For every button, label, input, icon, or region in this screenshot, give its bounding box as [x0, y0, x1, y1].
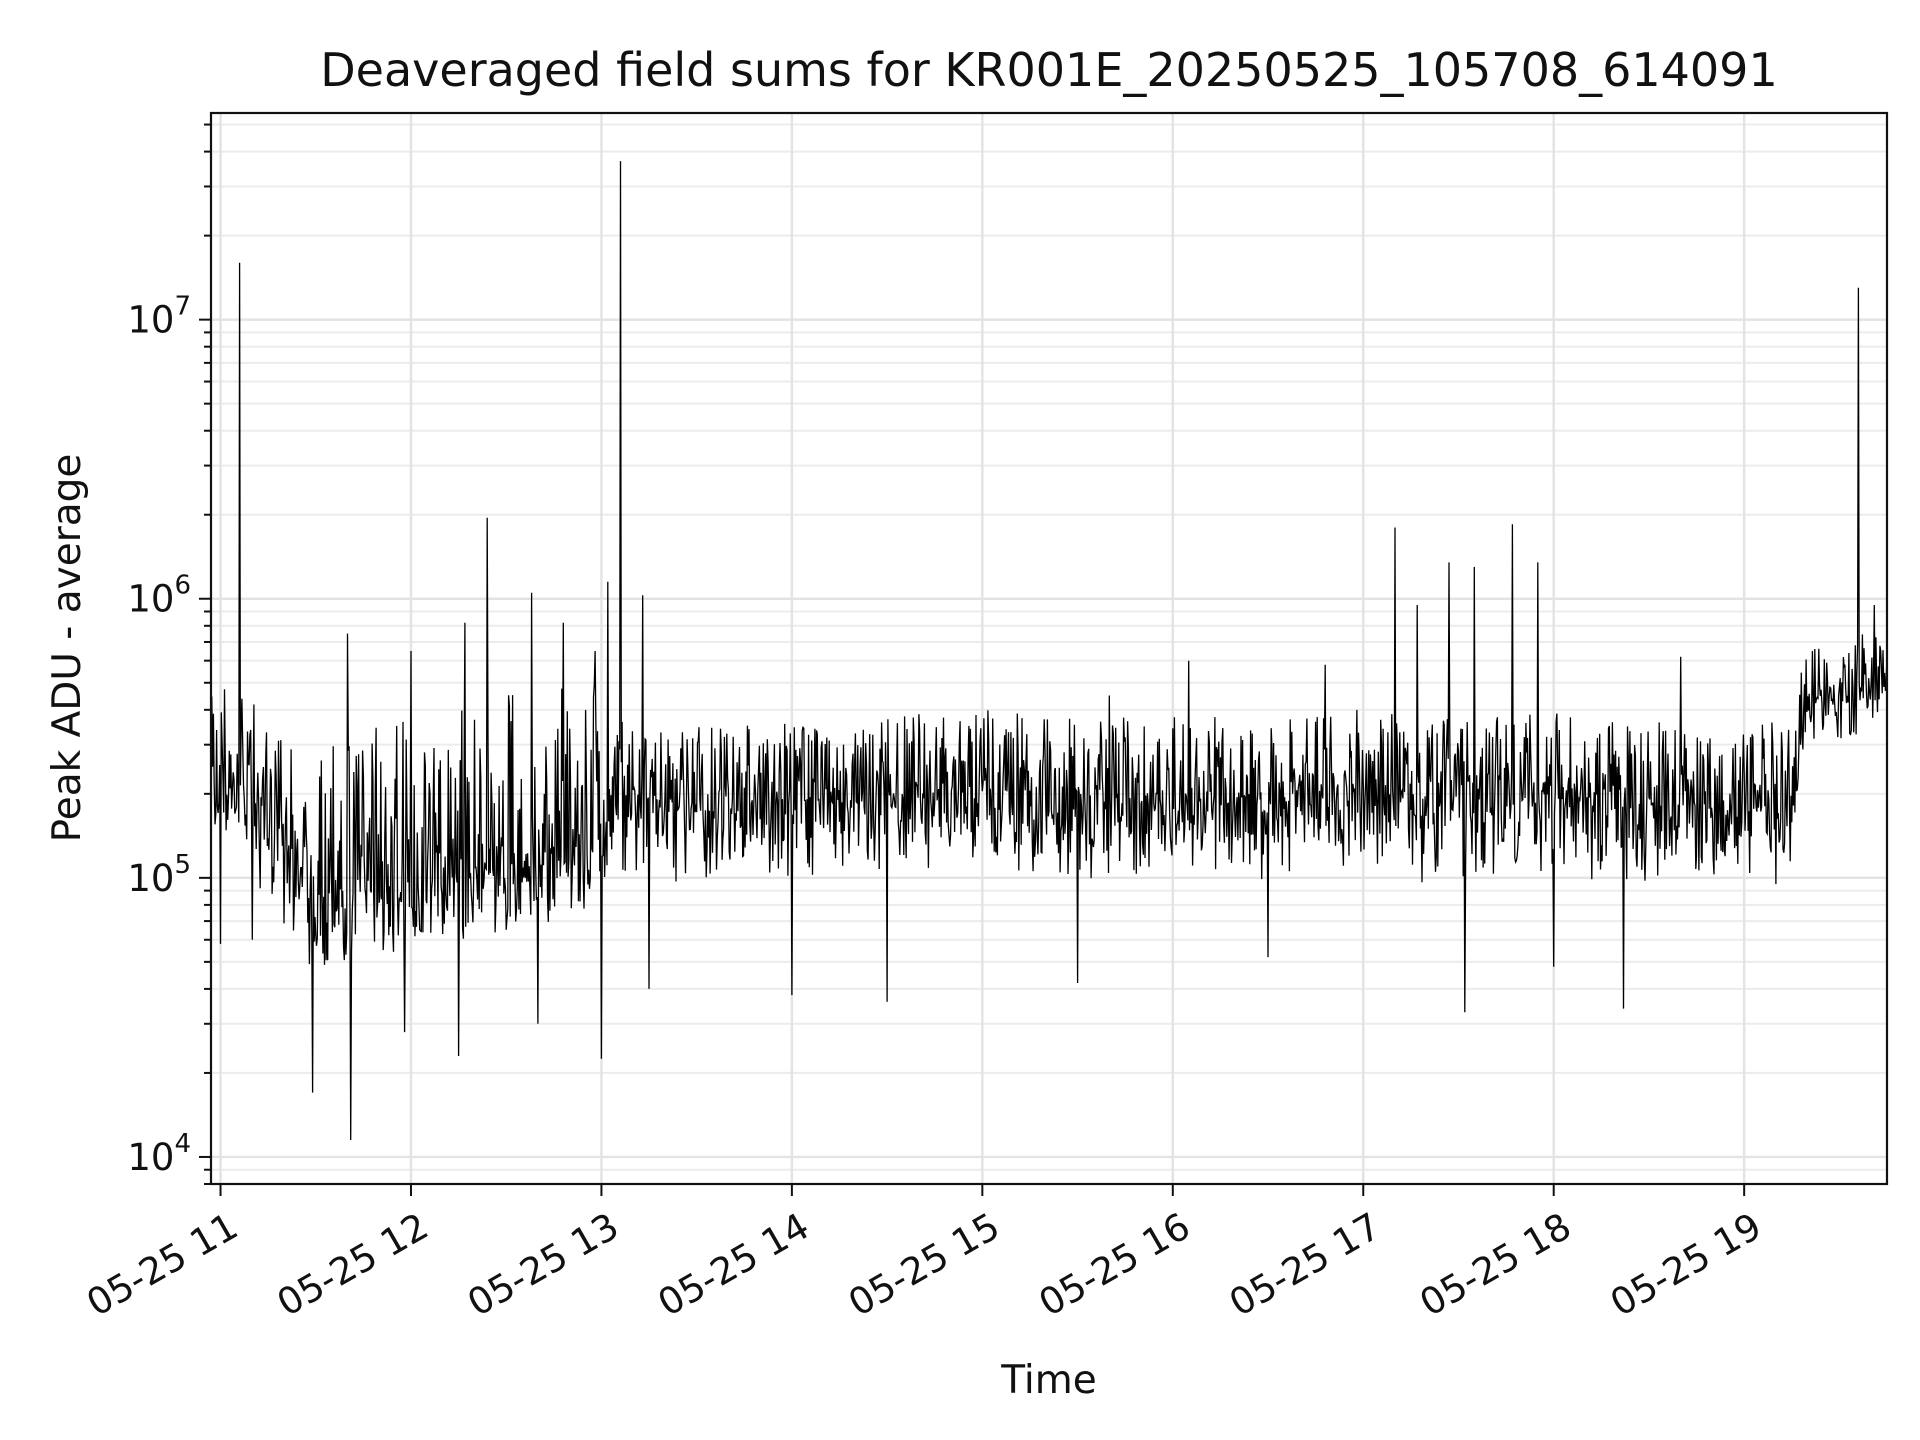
x-tick-label: 05-25 19 [1603, 1205, 1769, 1325]
x-tick-label: 05-25 17 [1222, 1205, 1388, 1325]
x-tick-label: 05-25 18 [1413, 1205, 1579, 1325]
x-tick-label: 05-25 16 [1032, 1205, 1198, 1325]
x-tick-label: 05-25 14 [651, 1205, 817, 1325]
x-tick-label: 05-25 11 [79, 1205, 245, 1325]
y-axis-label: Peak ADU - average [45, 454, 90, 843]
series-line [211, 161, 1887, 1141]
y-tick-label: 106 [127, 571, 191, 621]
chart-title: Deaveraged field sums for KR001E_2025052… [320, 43, 1777, 97]
plot-frame [209, 111, 1889, 1186]
x-axis-label: Time [1000, 1358, 1096, 1403]
y-tick-label: 104 [127, 1129, 191, 1179]
plot-background [211, 113, 1887, 1184]
x-tick-label: 05-25 12 [270, 1205, 436, 1325]
x-tick-label: 05-25 15 [841, 1205, 1007, 1325]
series-layer [211, 161, 1887, 1141]
x-tick-label: 05-25 13 [460, 1205, 626, 1325]
y-tick-label: 105 [127, 850, 191, 900]
y-tick-label: 107 [127, 292, 191, 342]
